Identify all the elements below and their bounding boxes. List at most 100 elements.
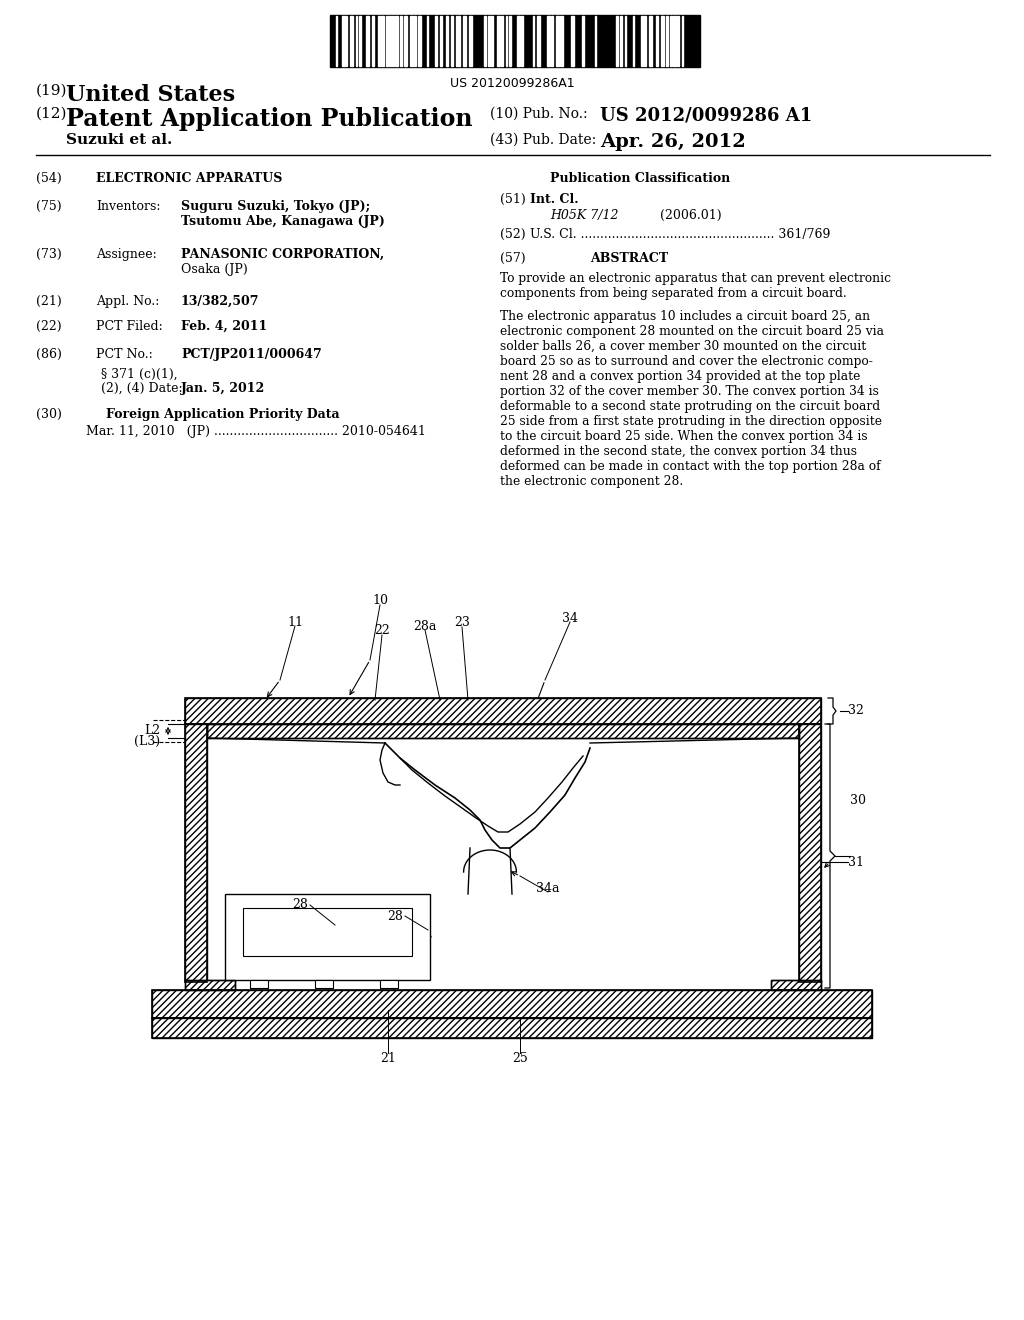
Bar: [440, 16, 442, 66]
Bar: [463, 16, 466, 66]
Bar: [560, 16, 563, 66]
Bar: [571, 16, 574, 66]
Text: Feb. 4, 2011: Feb. 4, 2011: [181, 319, 267, 333]
Text: PCT No.:: PCT No.:: [96, 348, 153, 360]
Text: (22): (22): [36, 319, 61, 333]
Text: Apr. 26, 2012: Apr. 26, 2012: [600, 133, 745, 150]
Text: (52): (52): [500, 228, 525, 242]
Text: United States: United States: [66, 84, 236, 106]
Bar: [582, 16, 584, 66]
Text: H05K 7/12: H05K 7/12: [550, 209, 618, 222]
Text: Suguru Suzuki, Tokyo (JP);: Suguru Suzuki, Tokyo (JP);: [181, 201, 371, 213]
Text: Publication Classification: Publication Classification: [550, 172, 730, 185]
Text: 11: 11: [287, 615, 303, 628]
Bar: [673, 16, 676, 66]
Bar: [521, 16, 523, 66]
Bar: [330, 15, 700, 67]
Text: PCT Filed:: PCT Filed:: [96, 319, 163, 333]
Bar: [556, 16, 559, 66]
Bar: [677, 16, 679, 66]
Bar: [490, 16, 493, 66]
Bar: [656, 16, 658, 66]
Bar: [207, 723, 799, 738]
Bar: [225, 894, 430, 979]
Bar: [250, 979, 268, 987]
Text: (51): (51): [500, 193, 525, 206]
Text: U.S. Cl. .................................................. 361/769: U.S. Cl. ...............................…: [530, 228, 830, 242]
Text: 32: 32: [848, 704, 864, 717]
Text: 10: 10: [372, 594, 388, 607]
Bar: [435, 16, 437, 66]
Text: (30): (30): [36, 408, 61, 421]
Bar: [799, 723, 821, 982]
Text: Int. Cl.: Int. Cl.: [530, 193, 579, 206]
Text: Jan. 5, 2012: Jan. 5, 2012: [181, 381, 265, 395]
Text: L2: L2: [144, 725, 160, 738]
Bar: [469, 16, 472, 66]
Bar: [243, 908, 412, 956]
Bar: [537, 16, 540, 66]
Bar: [414, 16, 416, 66]
Bar: [152, 1018, 872, 1038]
Bar: [771, 979, 821, 990]
Text: The electronic apparatus 10 includes a circuit board 25, an
electronic component: The electronic apparatus 10 includes a c…: [500, 310, 884, 488]
Text: Tsutomu Abe, Kanagawa (JP): Tsutomu Abe, Kanagawa (JP): [181, 215, 385, 228]
Text: Foreign Application Priority Data: Foreign Application Priority Data: [106, 408, 340, 421]
Bar: [517, 16, 520, 66]
Text: (21): (21): [36, 294, 61, 308]
Text: (19): (19): [36, 84, 68, 98]
Text: To provide an electronic apparatus that can prevent electronic
components from b: To provide an electronic apparatus that …: [500, 272, 891, 300]
Text: (57): (57): [500, 252, 525, 265]
Bar: [799, 723, 821, 982]
Bar: [152, 1018, 872, 1038]
Bar: [771, 979, 821, 990]
Bar: [644, 16, 646, 66]
Text: § 371 (c)(1),: § 371 (c)(1),: [101, 368, 177, 381]
Bar: [378, 16, 380, 66]
Text: (L3): (L3): [134, 734, 160, 747]
Text: PCT/JP2011/000647: PCT/JP2011/000647: [181, 348, 322, 360]
Bar: [400, 16, 402, 66]
Bar: [501, 16, 503, 66]
Bar: [350, 16, 353, 66]
Text: 22: 22: [374, 624, 390, 638]
Text: 31: 31: [848, 855, 864, 869]
Bar: [547, 16, 550, 66]
Bar: [641, 16, 643, 66]
Bar: [389, 16, 391, 66]
Bar: [649, 16, 652, 66]
Bar: [670, 16, 672, 66]
Text: Suzuki et al.: Suzuki et al.: [66, 133, 172, 147]
Text: (2), (4) Date:: (2), (4) Date:: [101, 381, 182, 395]
Text: Inventors:: Inventors:: [96, 201, 161, 213]
Text: ABSTRACT: ABSTRACT: [590, 252, 668, 265]
Bar: [551, 16, 553, 66]
Text: 34: 34: [562, 611, 578, 624]
Text: Assignee:: Assignee:: [96, 248, 157, 261]
Text: 30: 30: [850, 793, 866, 807]
Bar: [484, 16, 486, 66]
Bar: [366, 16, 369, 66]
Text: 23: 23: [454, 616, 470, 630]
Bar: [458, 16, 460, 66]
Bar: [185, 698, 821, 723]
Text: Osaka (JP): Osaka (JP): [181, 263, 248, 276]
Bar: [497, 16, 500, 66]
Text: US 20120099286A1: US 20120099286A1: [450, 77, 574, 90]
Bar: [616, 16, 618, 66]
Bar: [372, 16, 374, 66]
Bar: [207, 723, 799, 738]
Bar: [404, 16, 407, 66]
Text: Patent Application Publication: Patent Application Publication: [66, 107, 472, 131]
Bar: [488, 16, 490, 66]
Bar: [446, 16, 449, 66]
Bar: [380, 979, 398, 987]
Bar: [185, 979, 234, 990]
Bar: [666, 16, 668, 66]
Bar: [451, 16, 453, 66]
Text: (75): (75): [36, 201, 61, 213]
Text: Appl. No.:: Appl. No.:: [96, 294, 160, 308]
Bar: [381, 16, 384, 66]
Bar: [620, 16, 622, 66]
Text: (10) Pub. No.:: (10) Pub. No.:: [490, 107, 588, 121]
